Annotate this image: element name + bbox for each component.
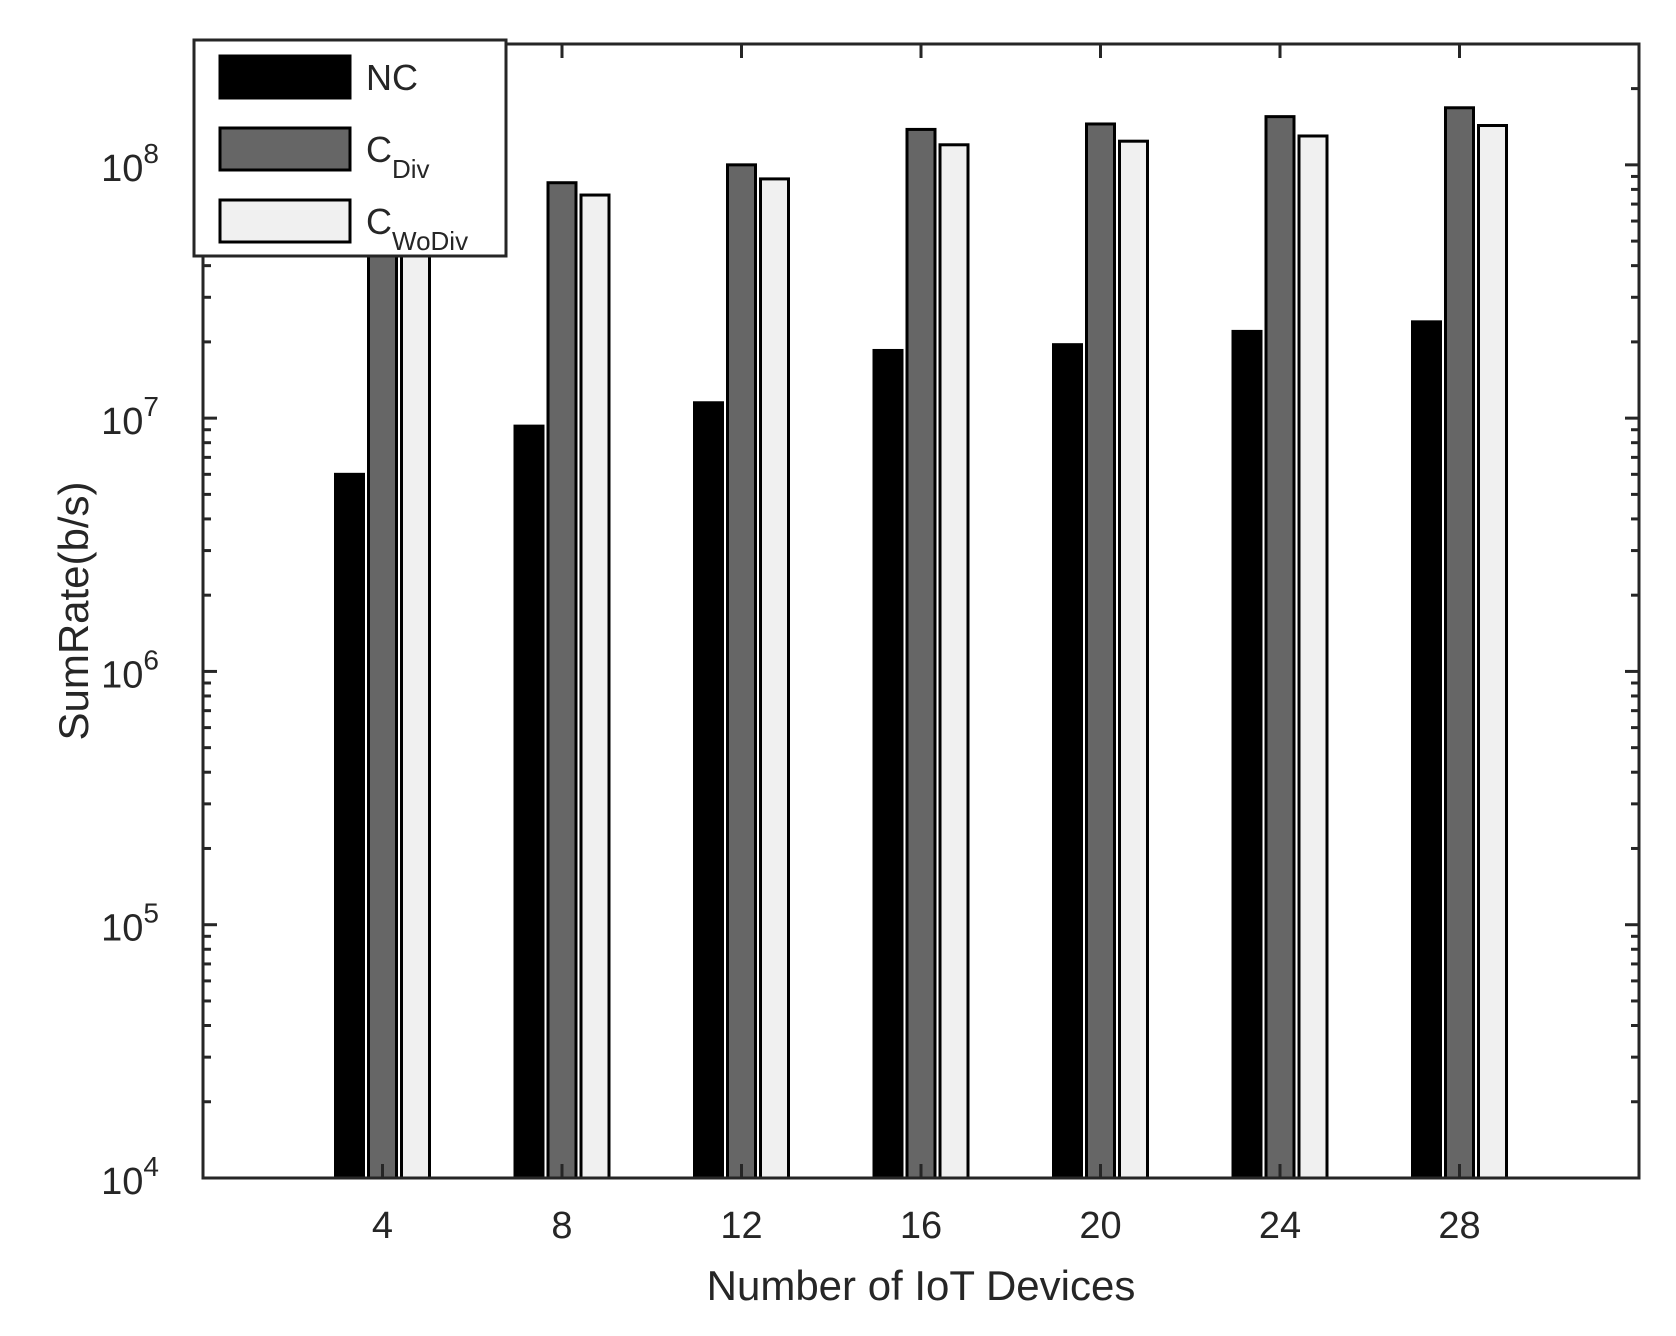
bar-nc-16 bbox=[872, 348, 904, 1180]
legend-swatch-nc bbox=[218, 54, 352, 100]
bar-nc-4 bbox=[334, 472, 365, 1180]
bar-c-wodiv-4 bbox=[400, 251, 431, 1180]
x-tick-label: 12 bbox=[720, 1205, 762, 1247]
y-tick-label: 106 bbox=[101, 644, 159, 696]
x-tick-label: 28 bbox=[1438, 1205, 1480, 1247]
bar-c-div-4 bbox=[367, 239, 398, 1180]
bar-nc-12 bbox=[693, 401, 724, 1180]
legend-swatch-c-div bbox=[218, 126, 352, 172]
bar-c-div-16 bbox=[905, 127, 937, 1180]
y-tick-label: 104 bbox=[101, 1151, 159, 1203]
y-tick-label: 107 bbox=[101, 391, 159, 443]
bar-c-div-8 bbox=[546, 181, 578, 1180]
x-tick-label: 16 bbox=[900, 1205, 942, 1247]
y-tick-label: 105 bbox=[101, 898, 159, 950]
x-axis-label: Number of IoT Devices bbox=[707, 1262, 1136, 1309]
x-tick-label: 20 bbox=[1079, 1205, 1121, 1247]
bars-layer bbox=[334, 106, 1508, 1180]
legend-label-c-wodiv: CWoDiv bbox=[366, 201, 468, 256]
bar-nc-28 bbox=[1411, 320, 1442, 1180]
x-tick-labels: 4 8 12 16 20 24 28 bbox=[372, 1205, 1481, 1247]
x-tick-label: 24 bbox=[1259, 1205, 1301, 1247]
bar-nc-24 bbox=[1231, 329, 1263, 1180]
bar-c-wodiv-16 bbox=[938, 143, 970, 1180]
axis-ticks bbox=[203, 42, 1639, 1180]
y-tick-label: 108 bbox=[101, 138, 159, 190]
bar-c-div-20 bbox=[1085, 122, 1116, 1180]
legend-swatch-c-wodiv bbox=[218, 198, 352, 244]
y-tick-labels: 104 105 106 107 108 bbox=[101, 138, 159, 1203]
bar-c-div-28 bbox=[1444, 106, 1475, 1180]
bar-c-wodiv-8 bbox=[579, 193, 611, 1180]
bar-c-wodiv-12 bbox=[759, 177, 790, 1180]
legend-label-c-div: CDiv bbox=[366, 129, 430, 184]
x-tick-label: 8 bbox=[551, 1205, 572, 1247]
legend: NC CDiv CWoDiv bbox=[192, 38, 508, 258]
bar-c-div-24 bbox=[1264, 115, 1296, 1180]
x-tick-label: 4 bbox=[372, 1205, 393, 1247]
bar-c-wodiv-20 bbox=[1118, 139, 1149, 1180]
bar-nc-20 bbox=[1052, 343, 1083, 1180]
legend-label-nc: NC bbox=[366, 57, 418, 98]
bar-c-wodiv-28 bbox=[1477, 124, 1508, 1180]
bar-c-wodiv-24 bbox=[1297, 134, 1329, 1180]
bar-nc-8 bbox=[513, 424, 545, 1180]
y-axis-label: SumRate(b/s) bbox=[50, 481, 97, 740]
bar-c-div-12 bbox=[726, 163, 757, 1180]
